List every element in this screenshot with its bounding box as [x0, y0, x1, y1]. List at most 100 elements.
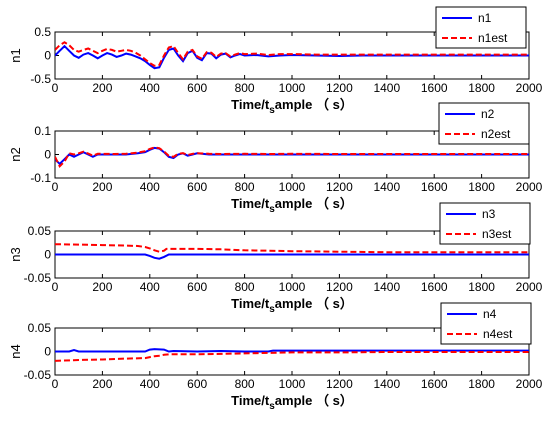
x-tick-label: 2000	[516, 81, 543, 95]
x-axis-label: Time/tsample （ s）	[231, 196, 353, 215]
y-tick-label: 0.05	[28, 224, 52, 238]
legend-box	[440, 302, 532, 345]
x-tick-label: 2000	[516, 180, 543, 194]
legend: n3 n3est	[439, 202, 531, 245]
y-axis-label: n2	[8, 147, 23, 161]
legend-label: n1	[478, 11, 492, 25]
legend-label: n2est	[481, 127, 511, 141]
y-tick-label: 0	[44, 49, 51, 63]
x-tick-label: 400	[140, 377, 160, 391]
y-axis-label: n3	[8, 247, 23, 261]
legend-box	[438, 102, 530, 145]
x-tick-label: 1400	[373, 377, 400, 391]
x-axis-label-subscript: s	[269, 105, 275, 116]
x-tick-label: 400	[140, 180, 160, 194]
series-line-n3est	[55, 243, 529, 254]
x-tick-label: 1600	[421, 280, 448, 294]
x-axis-label-subscript: s	[269, 304, 275, 315]
series-line-n1	[55, 44, 529, 70]
x-tick-label: 1600	[421, 377, 448, 391]
x-tick-label: 1200	[326, 280, 353, 294]
x-tick-label: 1200	[326, 180, 353, 194]
x-axis-label-tail: ample （ s）	[275, 296, 353, 311]
series-line-n4est	[55, 351, 529, 362]
x-tick-label: 800	[235, 280, 255, 294]
x-tick-label: 600	[187, 377, 207, 391]
x-tick-label: 0	[52, 81, 59, 95]
series-line-n4	[55, 348, 529, 353]
subplot-3: 0 200 400 600 800 1000 1200 1400 1600 1800 2000 0.0…	[8, 202, 543, 315]
y-tick-label: -0.5	[30, 72, 51, 86]
y-tick-label: -0.1	[30, 171, 51, 185]
x-tick-label: 600	[187, 180, 207, 194]
x-tick-label: 1200	[326, 81, 353, 95]
x-tick-label: 2000	[516, 280, 543, 294]
x-tick-label: 1600	[421, 81, 448, 95]
x-axis-label: Time/tsample （ s）	[231, 97, 353, 116]
x-tick-label: 800	[235, 180, 255, 194]
x-tick-label: 200	[92, 377, 112, 391]
series-line-n3	[55, 253, 529, 260]
x-tick-label: 200	[92, 280, 112, 294]
x-tick-label: 1800	[468, 280, 495, 294]
y-tick-label: -0.05	[24, 271, 52, 285]
x-tick-label: 600	[187, 81, 207, 95]
x-tick-label: 800	[235, 377, 255, 391]
x-axis-label: Time/tsample （ s）	[231, 393, 353, 412]
x-axis-label-tail: ample （ s）	[275, 393, 353, 408]
x-axis-label-main: Time/t	[231, 97, 270, 112]
y-axis-label: n4	[8, 344, 23, 358]
subplot-1: 0 200 400 600 800 1000 1200 1400 1600 1800 2000 0.5…	[8, 6, 543, 116]
y-tick-label: -0.05	[24, 368, 52, 382]
y-tick-label: 0.5	[34, 25, 51, 39]
x-tick-label: 0	[52, 180, 59, 194]
x-axis-label-tail: ample （ s）	[275, 97, 353, 112]
x-tick-label: 1000	[279, 81, 306, 95]
x-tick-label: 1000	[279, 377, 306, 391]
x-axis-label-tail: ample （ s）	[275, 196, 353, 211]
x-tick-label: 1400	[373, 180, 400, 194]
y-tick-label: 0	[44, 345, 51, 359]
x-tick-label: 0	[52, 280, 59, 294]
legend-label: n1est	[478, 31, 508, 45]
x-tick-label: 200	[92, 81, 112, 95]
subplot-4: 0 200 400 600 800 1000 1200 1400 1600 1800 2000 0.0…	[8, 302, 543, 412]
x-axis-label-subscript: s	[269, 204, 275, 215]
legend-label: n3	[482, 207, 496, 221]
legend-box	[439, 202, 531, 245]
legend-label: n4est	[483, 327, 513, 341]
x-axis-label-subscript: s	[269, 401, 275, 412]
y-tick-label: 0.05	[28, 321, 52, 335]
x-axis-label-main: Time/t	[231, 393, 270, 408]
x-tick-label: 1000	[279, 280, 306, 294]
legend: n4 n4est	[440, 302, 532, 345]
x-tick-label: 200	[92, 180, 112, 194]
legend-label: n4	[483, 307, 497, 321]
legend-label: n3est	[482, 227, 512, 241]
y-tick-label: 0.1	[34, 124, 51, 138]
y-tick-label: 0	[44, 248, 51, 262]
x-tick-label: 2000	[516, 377, 543, 391]
series-line-n2est	[55, 146, 529, 168]
x-tick-label: 1800	[468, 81, 495, 95]
x-tick-label: 1000	[279, 180, 306, 194]
x-tick-label: 1400	[373, 81, 400, 95]
x-axis-label: Time/tsample （ s）	[231, 296, 353, 315]
x-tick-label: 1800	[468, 377, 495, 391]
subplot-2: 0 200 400 600 800 1000 1200 1400 1600 1800 2000 0.1…	[8, 102, 543, 215]
x-tick-label: 1600	[421, 180, 448, 194]
series-line-n2	[55, 146, 529, 166]
x-axis-label-main: Time/t	[231, 296, 270, 311]
x-tick-label: 1200	[326, 377, 353, 391]
y-tick-label: 0	[44, 148, 51, 162]
x-tick-label: 400	[140, 280, 160, 294]
x-tick-label: 600	[187, 280, 207, 294]
x-tick-label: 1800	[468, 180, 495, 194]
y-axis-label: n1	[8, 48, 23, 62]
x-axis-label-main: Time/t	[231, 196, 270, 211]
series-line-n1est	[55, 41, 529, 67]
legend-label: n2	[481, 107, 495, 121]
x-tick-label: 1400	[373, 280, 400, 294]
legend-box	[435, 6, 527, 49]
